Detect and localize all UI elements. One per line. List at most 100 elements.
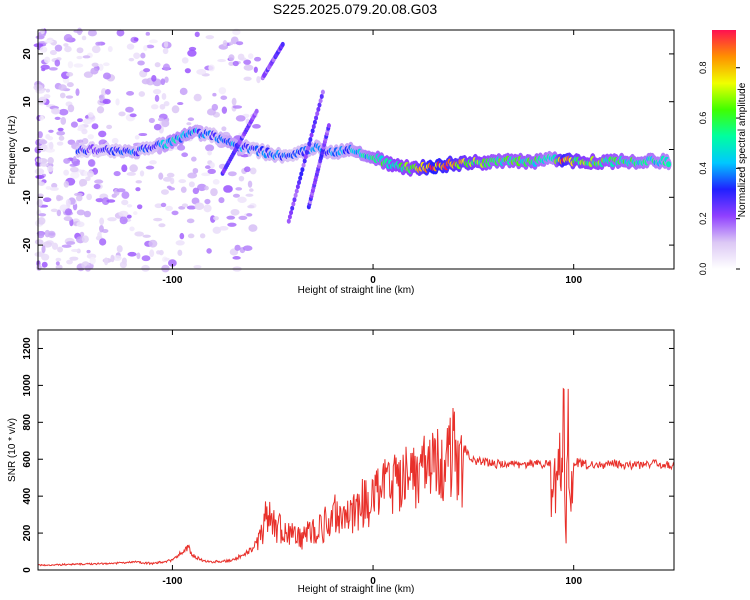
colorbar-tick-label: 0.4 [698,162,708,175]
spectrogram-noise-blob [49,141,54,150]
snr-x-label: Height of straight line (km) [298,584,415,595]
spectrogram-noise-blob [138,91,146,97]
spectrogram-noise-blob [69,256,79,261]
spectrogram-noise-blob [192,167,199,174]
spectrogram-streak-blob [309,132,314,138]
spectrogram-noise-blob [48,129,54,133]
spectrogram-noise-blob [34,168,45,175]
colorbar-gradient [712,30,736,269]
spectrogram-noise-blob [248,224,258,232]
spectrogram-noise-blob [83,71,93,78]
spectrogram-noise-blob [70,171,80,179]
spectrogram-noise-blob [197,183,207,192]
spectrogram-noise-blob [61,244,72,248]
spectrogram-noise-blob [41,261,48,268]
spectrogram-noise-blob [63,43,69,47]
spectrogram-noise-blob [252,124,261,129]
spectrogram-noise-blob [137,60,145,66]
spectrogram-noise-blob [107,46,113,53]
spectrogram-noise-blob [238,215,248,221]
spectrogram-noise-blob [168,259,177,267]
spectrogram-noise-blob [186,122,192,126]
spectrogram-x-label: Height of straight line (km) [298,285,415,296]
spectrogram-noise-blob [171,210,179,216]
spectrogram-noise-blob [228,61,235,66]
spectrogram-noise-blob [204,198,211,205]
spectrogram-noise-blob [73,29,83,33]
spectrogram-noise-blob [134,231,144,237]
snr-frame [38,330,674,570]
spectrogram-noise-blob [35,174,45,179]
spectrogram-noise-blob [166,172,175,178]
spectrogram-noise-blob [206,248,212,254]
spectrogram-noise-blob [58,108,69,116]
spectrogram-noise-blob [55,264,63,270]
spectrogram-noise-blob [44,56,51,64]
spectrogram-noise-blob [63,34,73,42]
spectrogram-noise-blob [168,187,175,191]
spectrogram-noise-blob [193,93,202,102]
spectrogram-x-tick-label: -100 [162,275,182,286]
spectrogram-noise-blob [125,106,134,113]
spectrogram-noise-blob [245,193,254,197]
spectrogram-noise-blob [51,182,58,189]
spectrogram-noise-blob [157,117,164,122]
spectrogram-noise-blob [103,257,109,266]
spectrogram-y-ticks: -20 -10 0 10 20 [22,48,674,252]
spectrogram-noise-blob [186,205,197,210]
spectrogram-noise-blob [49,186,59,191]
spectrogram-noise-blob [77,118,83,123]
spectrogram-noise-blob [110,254,115,263]
spectrogram-noise-blob [37,232,45,239]
spectrogram-noise-blob [162,47,169,55]
spectrogram-noise-blob [73,63,84,68]
spectrogram-noise-blob [187,117,195,122]
spectrogram-noise-blob [136,204,143,210]
spectrogram-noise-blob [256,76,261,84]
spectrogram-streak-blob [286,218,291,224]
spectrogram-noise-blob [196,68,207,75]
spectrogram-noise-blob [253,66,258,73]
spectrogram-noise-blob [39,163,49,167]
spectrogram-marks [33,27,672,273]
spectrogram-noise-blob [247,204,255,209]
spectrogram-noise-blob [71,248,80,253]
spectrogram-noise-blob [121,199,129,206]
spectrogram-noise-blob [220,95,228,100]
spectrogram-streak-blob [295,184,300,190]
spectrogram-noise-blob [188,181,195,188]
spectrogram-noise-blob [164,257,170,261]
spectrogram-y-tick-label: 10 [22,96,33,108]
spectrogram-noise-blob [38,96,47,105]
spectrogram-noise-blob [156,250,161,255]
snr-x-ticks: -100 0 100 [162,330,582,587]
spectrogram-noise-blob [96,106,105,114]
spectrogram-noise-blob [163,101,170,107]
spectrogram-noise-blob [57,127,64,132]
spectrogram-streak-blob [306,145,311,151]
spectrogram-noise-blob [116,188,126,193]
spectrogram-noise-blob [153,123,162,131]
spectrogram-streak-blob [293,192,298,198]
spectrogram-streak-blob [298,175,303,181]
spectrogram-noise-blob [113,171,121,177]
spectrogram-x-ticks: -100 0 100 [162,30,582,286]
spectrogram-noise-blob [177,144,186,151]
spectrogram-noise-blob [178,179,187,184]
spectrogram-noise-blob [244,166,251,173]
spectrogram-streak-blob [299,171,304,177]
spectrogram-noise-blob [37,217,46,225]
spectrogram-noise-blob [243,76,252,81]
snr-border [37,329,675,571]
spectrogram-noise-blob [101,88,107,96]
spectrogram-noise-blob [38,213,47,217]
spectrogram-noise-blob [106,124,113,130]
snr-x-tick-label: 100 [565,576,582,587]
spectrogram-noise-blob [177,102,184,106]
spectrogram-noise-blob [165,205,173,212]
spectrogram-y-label: Frequency (Hz) [7,116,18,185]
spectrogram-noise-blob [91,62,99,67]
spectrogram-noise-blob [40,139,48,145]
spectrogram-streak-blob [310,128,315,134]
spectrogram-noise-blob [145,31,150,36]
